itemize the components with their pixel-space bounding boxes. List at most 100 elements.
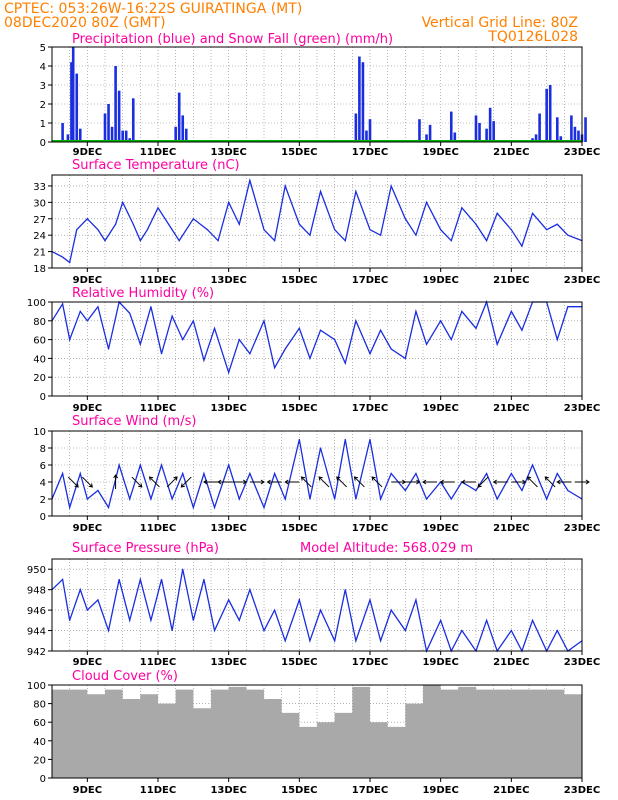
wind-arrow [353,476,365,488]
precip-bar [570,115,573,142]
rh-point [263,320,265,322]
wind-point [319,447,322,449]
pres-point [228,599,230,601]
temp-point [440,229,442,231]
wind-point [213,506,216,509]
wind-point [192,506,194,509]
precip-bar [103,113,107,142]
wind-arrow-shaft [371,476,383,488]
wind-arrow-shaft [82,476,93,488]
temp-point [192,218,194,220]
panel-title: Relative Humidity (%) [72,286,214,301]
wind-point [521,489,523,492]
precip-bar [107,104,110,142]
y-tick-label: 4 [40,62,46,73]
wind-arrow [422,479,438,485]
wind-arrow-head [260,479,265,485]
rh-point [450,339,452,341]
wind-point [380,498,382,500]
pres-point [369,599,371,601]
y-tick-label: 948 [27,586,46,597]
pres-point [203,578,205,581]
pres-point [510,629,512,632]
header-location: CPTEC: 053:26W-16:22S GUIRATINGA (MT) [4,1,302,17]
rh-point [62,303,64,305]
rh-point [171,315,173,317]
x-tick-label: 11DEC [140,275,176,286]
wind-arrow [266,479,282,485]
wind-point [309,498,311,500]
rh-point [79,310,81,312]
temp-point [249,179,251,182]
rh-point [510,310,512,312]
y-tick-label: 40 [33,354,46,365]
panel-cloud: 0 20 40 60 80 100 9DEC 11DEC 13DEC 15DEC 17DEC 19DE… [27,669,600,796]
wind-point [118,464,120,466]
temp-point [531,212,534,214]
x-tick-label: 9DEC [73,275,102,286]
rh-point [380,329,382,331]
wind-arrow [318,476,330,488]
wind-arrow-head [180,483,185,488]
precip-bar [361,62,365,143]
wind-arrow [300,476,312,488]
rh-point [475,327,477,329]
temp-point [298,223,300,225]
y-tick-label: 946 [27,606,46,617]
wind-point [556,472,558,475]
rh-point [390,348,392,350]
temp-point [319,190,322,193]
temp-point [132,223,134,225]
wind-arrow-head [439,479,445,485]
wind-arrow-head [336,476,341,481]
rh-point [249,353,251,355]
precip-bar [70,62,73,143]
rh-point [344,362,346,364]
x-tick-label: 13DEC [210,147,246,158]
panel-frame [51,46,583,143]
wind-arrow [249,479,265,485]
wind-point [334,498,336,500]
precip-bar [577,130,580,142]
wind-arrow [131,476,143,488]
y-tick-label: 80 [33,317,46,328]
y-tick-label: 6 [40,461,46,472]
precip-bar [478,123,481,142]
wind-arrow [232,479,248,485]
rh-series-line [51,299,582,375]
temp-point [510,229,512,231]
x-tick-label: 9DEC [73,403,102,414]
x-tick-label: 15DEC [281,523,317,534]
rh-point [284,348,286,350]
x-tick-label: 19DEC [422,147,458,158]
wind-arrow-head [353,476,359,481]
x-tick-label: 19DEC [422,275,458,286]
x-tick-label: 9DEC [73,785,102,796]
precip-bar [555,117,559,142]
temp-point [104,240,106,242]
temp-point [486,240,488,242]
y-tick-label: 0 [40,392,46,403]
y-tick-label: 60 [33,336,46,347]
precip-bar [418,119,421,142]
y-tick-label: 24 [33,231,46,242]
pres-point [263,629,265,632]
wind-point [510,472,512,475]
x-tick-label: 21DEC [493,785,529,796]
x-tick-label: 11DEC [140,523,176,534]
wind-arrow-head [416,479,421,485]
precip-bar [559,136,563,142]
temp-point [355,190,357,193]
wind-arrow-head [544,476,549,481]
rh-point [213,327,216,329]
precip-bar [584,117,587,142]
precip-bar [545,88,548,142]
precip-bar [428,124,432,142]
wind-arrow-head [148,476,154,481]
y-tick-label: 2 [40,100,46,111]
temp-point [206,229,209,231]
y-tick-label: 5 [40,43,46,54]
temp-point [344,240,346,242]
pres-point [107,629,110,632]
